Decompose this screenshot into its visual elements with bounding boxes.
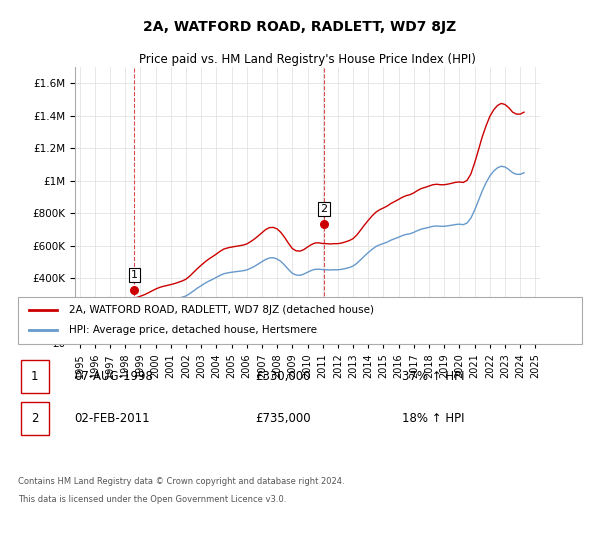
Point <box>319 220 329 228</box>
Text: 18% ↑ HPI: 18% ↑ HPI <box>401 412 464 425</box>
Text: 2: 2 <box>320 204 328 214</box>
Text: 37% ↑ HPI: 37% ↑ HPI <box>401 370 464 383</box>
Point <box>130 285 139 294</box>
Text: 2A, WATFORD ROAD, RADLETT, WD7 8JZ: 2A, WATFORD ROAD, RADLETT, WD7 8JZ <box>143 20 457 34</box>
Text: 1: 1 <box>131 270 138 280</box>
Text: £735,000: £735,000 <box>255 412 311 425</box>
Text: £330,000: £330,000 <box>255 370 310 383</box>
Text: HPI: Average price, detached house, Hertsmere: HPI: Average price, detached house, Hert… <box>69 325 317 335</box>
Text: 02-FEB-2011: 02-FEB-2011 <box>74 412 150 425</box>
FancyBboxPatch shape <box>21 360 49 394</box>
Text: This data is licensed under the Open Government Licence v3.0.: This data is licensed under the Open Gov… <box>18 495 286 504</box>
Text: 1: 1 <box>31 370 38 383</box>
Text: 2A, WATFORD ROAD, RADLETT, WD7 8JZ (detached house): 2A, WATFORD ROAD, RADLETT, WD7 8JZ (deta… <box>69 305 374 315</box>
Title: Price paid vs. HM Land Registry's House Price Index (HPI): Price paid vs. HM Land Registry's House … <box>139 53 476 66</box>
FancyBboxPatch shape <box>18 297 582 344</box>
Text: Contains HM Land Registry data © Crown copyright and database right 2024.: Contains HM Land Registry data © Crown c… <box>18 477 344 486</box>
Text: 07-AUG-1998: 07-AUG-1998 <box>74 370 153 383</box>
FancyBboxPatch shape <box>21 402 49 436</box>
Text: 2: 2 <box>31 412 38 425</box>
